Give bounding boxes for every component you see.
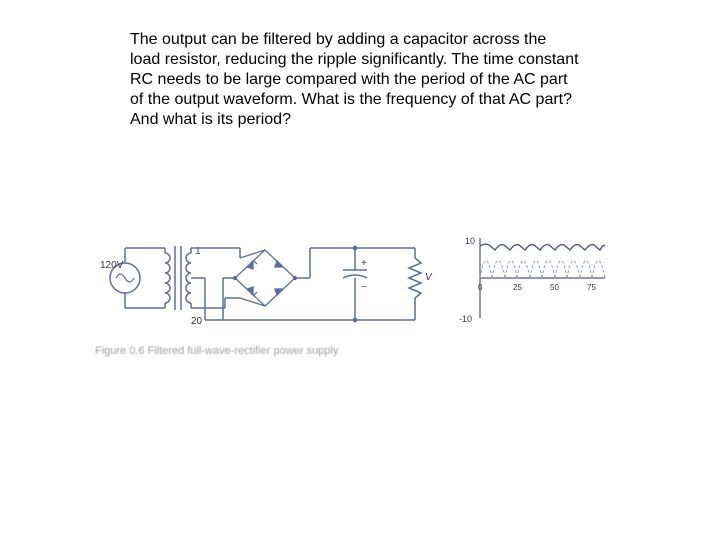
- wires-2: [223, 248, 415, 320]
- paragraph: The output can be filtered by adding a c…: [130, 30, 580, 130]
- capacitor-icon: + −: [343, 247, 367, 322]
- cap-minus: −: [361, 282, 367, 293]
- ac-source-icon: 120V: [100, 248, 165, 308]
- ripple-trace: [480, 244, 605, 250]
- svg-text:75: 75: [587, 283, 596, 292]
- transformer-icon: 20 1: [165, 246, 355, 327]
- svg-text:25: 25: [513, 283, 522, 292]
- svg-text:0: 0: [478, 283, 483, 292]
- diode-bridge-icon: [234, 250, 297, 306]
- source-label: 120V: [100, 260, 124, 271]
- cap-plus: +: [361, 258, 367, 269]
- svg-text:50: 50: [550, 283, 559, 292]
- waveform-plot: 10 -10 0 25 50 75: [459, 236, 605, 324]
- y-bottom: -10: [459, 314, 472, 324]
- circuit-figure: 120V 20 1: [95, 220, 615, 340]
- y-top: 10: [465, 236, 475, 246]
- sine-dashed: [480, 261, 605, 279]
- x-ticks: 0 25 50 75: [478, 283, 596, 292]
- vout-label: V: [425, 272, 433, 283]
- turns-label: 20: [191, 316, 203, 327]
- figure-caption: Figure 0.6 Filtered full-wave-rectifier …: [95, 345, 338, 357]
